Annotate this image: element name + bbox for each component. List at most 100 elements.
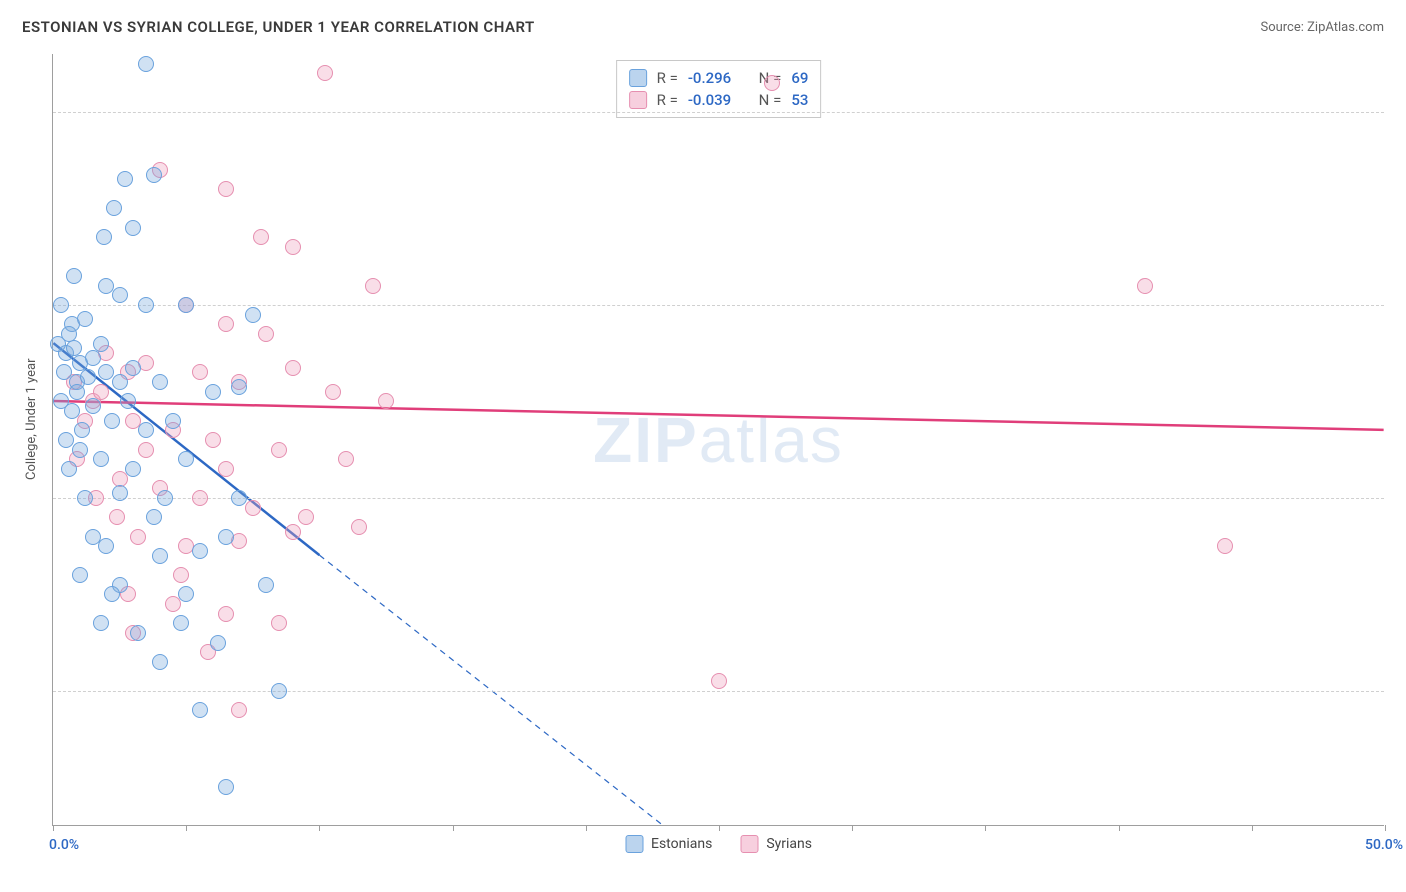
scatter-point	[66, 268, 82, 284]
scatter-point	[93, 615, 109, 631]
scatter-point	[231, 379, 247, 395]
scatter-point	[104, 413, 120, 429]
x-tick	[186, 825, 187, 831]
scatter-point	[98, 538, 114, 554]
scatter-point	[125, 360, 141, 376]
scatter-plot-area: ZIPatlas R =-0.296 N =69R =-0.039 N =53 …	[52, 54, 1384, 826]
x-tick-label: 0.0%	[49, 837, 79, 853]
scatter-point	[298, 509, 314, 525]
x-tick	[319, 825, 320, 831]
scatter-point	[138, 422, 154, 438]
scatter-point	[231, 490, 247, 506]
gridline-horizontal	[53, 112, 1384, 113]
scatter-point	[351, 519, 367, 535]
scatter-point	[192, 543, 208, 559]
scatter-point	[69, 384, 85, 400]
scatter-point	[711, 673, 727, 689]
series-legend-label: Syrians	[766, 836, 812, 852]
scatter-point	[205, 384, 221, 400]
gridline-horizontal	[53, 691, 1384, 692]
scatter-point	[93, 451, 109, 467]
scatter-point	[271, 442, 287, 458]
series-legend: Estonians Syrians	[625, 835, 812, 853]
stat-legend-row: R =-0.039 N =53	[629, 89, 809, 111]
scatter-point	[77, 311, 93, 327]
scatter-point	[72, 567, 88, 583]
scatter-point	[192, 490, 208, 506]
scatter-point	[146, 509, 162, 525]
x-tick	[1119, 825, 1120, 831]
series-legend-item: Syrians	[740, 835, 812, 853]
scatter-point	[285, 239, 301, 255]
scatter-point	[125, 461, 141, 477]
scatter-point	[165, 413, 181, 429]
scatter-point	[285, 360, 301, 376]
scatter-point	[138, 442, 154, 458]
scatter-point	[192, 702, 208, 718]
x-tick-label: 50.0%	[1365, 837, 1403, 853]
scatter-point	[152, 374, 168, 390]
watermark-bold: ZIP	[593, 404, 699, 476]
scatter-point	[210, 635, 226, 651]
scatter-point	[178, 451, 194, 467]
scatter-point	[85, 350, 101, 366]
scatter-point	[1137, 278, 1153, 294]
scatter-point	[130, 625, 146, 641]
stat-legend-row: R =-0.296 N =69	[629, 67, 809, 89]
x-tick	[719, 825, 720, 831]
scatter-point	[325, 384, 341, 400]
scatter-point	[106, 200, 122, 216]
scatter-point	[120, 393, 136, 409]
scatter-point	[317, 65, 333, 81]
series-legend-item: Estonians	[625, 835, 712, 853]
x-tick	[453, 825, 454, 831]
scatter-point	[178, 297, 194, 313]
scatter-point	[271, 683, 287, 699]
scatter-point	[218, 316, 234, 332]
source-name: ZipAtlas.com	[1307, 20, 1384, 35]
scatter-point	[245, 307, 261, 323]
scatter-point	[764, 75, 780, 91]
scatter-point	[146, 167, 162, 183]
scatter-point	[112, 374, 128, 390]
scatter-point	[205, 432, 221, 448]
scatter-point	[125, 220, 141, 236]
source-prefix: Source:	[1260, 20, 1307, 35]
scatter-point	[178, 586, 194, 602]
scatter-point	[218, 461, 234, 477]
scatter-point	[285, 524, 301, 540]
scatter-point	[245, 500, 261, 516]
stat-legend-box: R =-0.296 N =69R =-0.039 N =53	[616, 60, 822, 118]
scatter-point	[258, 326, 274, 342]
trend-line-solid	[53, 401, 1383, 430]
legend-swatch	[629, 69, 647, 87]
legend-swatch	[740, 835, 758, 853]
scatter-point	[77, 490, 93, 506]
legend-swatch	[629, 91, 647, 109]
scatter-point	[130, 529, 146, 545]
x-tick	[1252, 825, 1253, 831]
scatter-point	[74, 422, 90, 438]
scatter-point	[61, 326, 77, 342]
scatter-point	[152, 654, 168, 670]
scatter-point	[138, 297, 154, 313]
x-tick	[53, 825, 54, 831]
scatter-point	[112, 485, 128, 501]
scatter-point	[378, 393, 394, 409]
series-legend-label: Estonians	[651, 836, 712, 852]
scatter-point	[157, 490, 173, 506]
scatter-point	[152, 548, 168, 564]
watermark: ZIPatlas	[593, 403, 844, 477]
scatter-point	[72, 442, 88, 458]
scatter-point	[96, 229, 112, 245]
scatter-point	[61, 461, 77, 477]
x-tick	[586, 825, 587, 831]
scatter-point	[218, 606, 234, 622]
stat-r-label: R =	[657, 89, 678, 111]
scatter-point	[104, 586, 120, 602]
x-tick	[985, 825, 986, 831]
scatter-point	[64, 403, 80, 419]
scatter-point	[85, 398, 101, 414]
scatter-point	[218, 779, 234, 795]
scatter-point	[117, 171, 133, 187]
